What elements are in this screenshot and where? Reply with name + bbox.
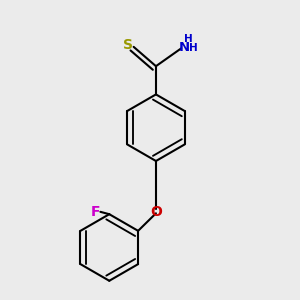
Text: S: S [123, 38, 133, 52]
Text: O: O [150, 205, 162, 219]
Text: H: H [184, 34, 193, 44]
Text: F: F [90, 205, 100, 219]
Text: H: H [189, 43, 198, 53]
Text: N: N [178, 41, 190, 54]
